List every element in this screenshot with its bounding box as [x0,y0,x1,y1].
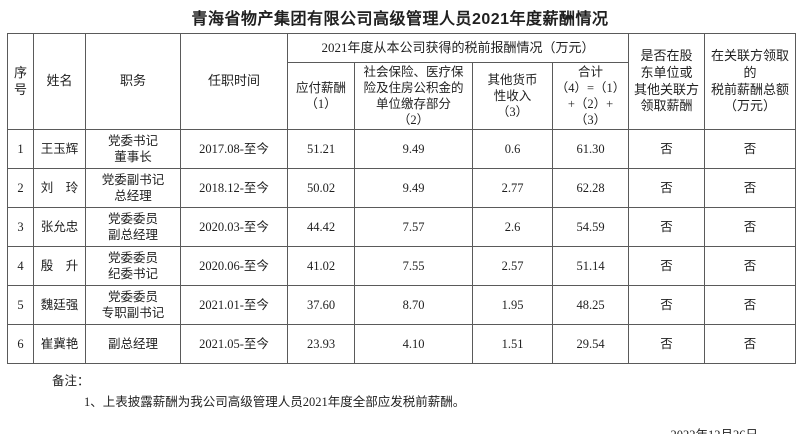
header-position: 职务 [85,33,181,130]
cell-social: 9.49 [354,129,473,169]
cell-total: 62.28 [551,168,630,208]
cell-related: 否 [704,246,797,286]
notes-section: 备注： 1、上表披露薪酬为我公司高级管理人员2021年度全部应发税前薪酬。 [52,373,800,411]
cell-shareholder: 否 [628,168,706,208]
cell-position: 副总经理 [85,324,181,364]
cell-shareholder: 否 [628,207,706,247]
cell-social: 4.10 [354,324,473,364]
cell-other: 1.51 [472,324,553,364]
header-related-pay-total: 在关联方领取的 税前薪酬总额 （万元） [704,33,797,130]
cell-other: 2.6 [472,207,553,247]
cell-seq: 3 [7,207,34,247]
cell-shareholder: 否 [628,246,706,286]
cell-total: 48.25 [551,285,630,325]
header-group-pretax: 2021年度从本公司获得的税前报酬情况（万元） [286,33,630,63]
table-row: 5 魏廷强 党委委员 专职副书记 2021.01-至今 37.60 8.70 1… [7,285,797,325]
cell-position: 党委书记 董事长 [85,129,181,169]
document-date: 2022年12月26日 [0,424,800,434]
cell-total: 29.54 [551,324,630,364]
header-total: 合计 （4）=（1） +（2）+ （3） [551,62,630,130]
cell-tenure: 2020.03-至今 [180,207,288,247]
cell-related: 否 [704,129,797,169]
header-seq: 序 号 [7,33,34,130]
cell-name: 王玉辉 [33,129,86,169]
header-social-insurance: 社会保险、医疗保 险及住房公积金的 单位缴存部分 （2） [354,62,473,130]
table-row: 2 刘 玲 党委副书记 总经理 2018.12-至今 50.02 9.49 2.… [7,168,797,208]
cell-name: 魏廷强 [33,285,86,325]
cell-social: 8.70 [354,285,473,325]
cell-payable: 51.21 [287,129,355,169]
cell-total: 54.59 [551,207,630,247]
cell-related: 否 [704,168,797,208]
note-item-1: 1、上表披露薪酬为我公司高级管理人员2021年度全部应发税前薪酬。 [84,394,466,409]
cell-payable: 50.02 [287,168,355,208]
cell-shareholder: 否 [628,129,706,169]
cell-seq: 6 [7,324,34,364]
table-row: 3 张允忠 党委委员 副总经理 2020.03-至今 44.42 7.57 2.… [7,207,797,247]
cell-related: 否 [704,285,797,325]
header-other-income: 其他货币 性收入 （3） [472,62,553,130]
cell-payable: 37.60 [287,285,355,325]
cell-tenure: 2018.12-至今 [180,168,288,208]
cell-position: 党委副书记 总经理 [85,168,181,208]
cell-payable: 44.42 [287,207,355,247]
cell-seq: 1 [7,129,34,169]
cell-total: 61.30 [551,129,630,169]
cell-other: 2.57 [472,246,553,286]
cell-seq: 5 [7,285,34,325]
table-row: 1 王玉辉 党委书记 董事长 2017.08-至今 51.21 9.49 0.6… [7,129,797,169]
cell-position: 党委委员 副总经理 [85,207,181,247]
cell-tenure: 2021.05-至今 [180,324,288,364]
cell-payable: 23.93 [287,324,355,364]
header-payable-salary: 应付薪酬 （1） [287,62,355,130]
cell-related: 否 [704,324,797,364]
salary-table: 序 号 姓名 职务 任职时间 2021年度从本公司获得的税前报酬情况（万元） 是… [7,33,797,364]
cell-related: 否 [704,207,797,247]
header-name: 姓名 [33,33,86,130]
cell-name: 崔冀艳 [33,324,86,364]
cell-total: 51.14 [551,246,630,286]
header-tenure: 任职时间 [180,33,288,130]
cell-name: 张允忠 [33,207,86,247]
table-row: 4 殷 升 党委委员 纪委书记 2020.06-至今 41.02 7.55 2.… [7,246,797,286]
cell-social: 9.49 [354,168,473,208]
cell-name: 殷 升 [33,246,86,286]
cell-position: 党委委员 专职副书记 [85,285,181,325]
cell-other: 2.77 [472,168,553,208]
cell-name: 刘 玲 [33,168,86,208]
table-row: 6 崔冀艳 副总经理 2021.05-至今 23.93 4.10 1.51 29… [7,324,797,364]
cell-tenure: 2021.01-至今 [180,285,288,325]
cell-social: 7.57 [354,207,473,247]
cell-seq: 4 [7,246,34,286]
cell-payable: 41.02 [287,246,355,286]
cell-other: 0.6 [472,129,553,169]
cell-tenure: 2017.08-至今 [180,129,288,169]
cell-seq: 2 [7,168,34,208]
cell-shareholder: 否 [628,285,706,325]
page-title: 青海省物产集团有限公司高级管理人员2021年度薪酬情况 [191,11,609,28]
cell-tenure: 2020.06-至今 [180,246,288,286]
cell-shareholder: 否 [628,324,706,364]
notes-label: 备注： [52,374,90,388]
header-shareholder-pay: 是否在股 东单位或 其他关联方 领取薪酬 [628,33,706,130]
cell-other: 1.95 [472,285,553,325]
cell-social: 7.55 [354,246,473,286]
cell-position: 党委委员 纪委书记 [85,246,181,286]
